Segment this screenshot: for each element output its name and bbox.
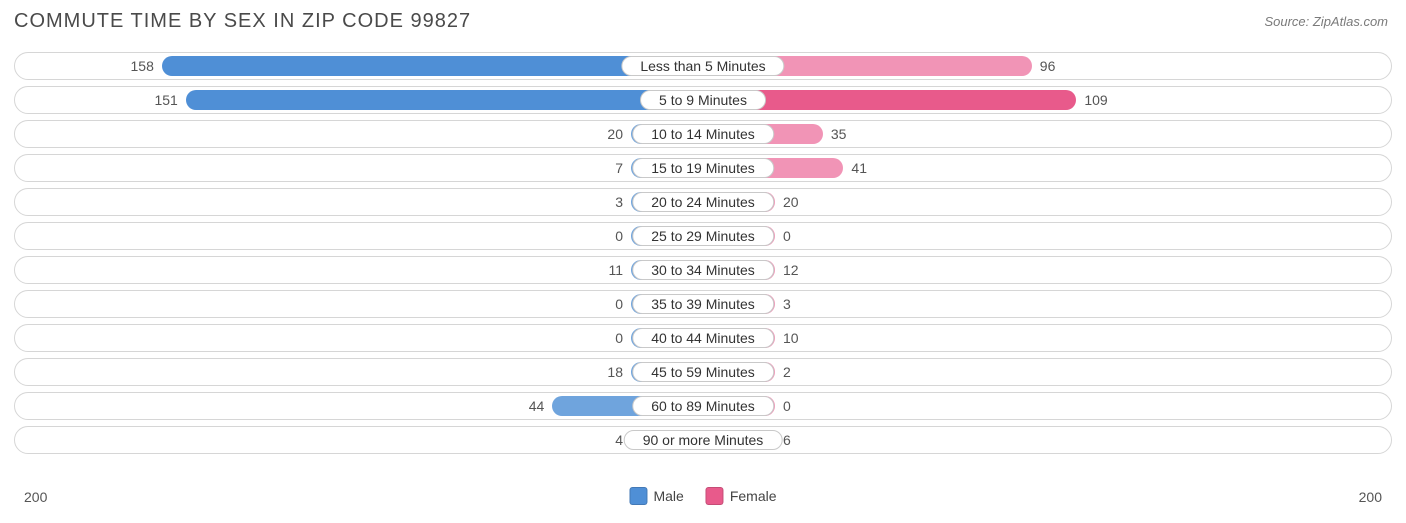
category-pill: 25 to 29 Minutes	[632, 226, 774, 246]
male-value: 20	[607, 121, 623, 147]
female-value: 0	[783, 393, 791, 419]
chart-title: COMMUTE TIME BY SEX IN ZIP CODE 99827	[14, 10, 471, 33]
female-value: 0	[783, 223, 791, 249]
category-pill: 35 to 39 Minutes	[632, 294, 774, 314]
axis-max-left: 200	[24, 489, 47, 505]
male-swatch-icon	[629, 487, 647, 505]
male-value: 44	[529, 393, 545, 419]
bar-row: 4 690 or more Minutes	[14, 426, 1392, 454]
bar-row: 11 12 30 to 34 Minutes	[14, 256, 1392, 284]
legend-item-male: Male	[629, 487, 683, 505]
female-swatch-icon	[706, 487, 724, 505]
category-pill: 10 to 14 Minutes	[632, 124, 774, 144]
female-value: 35	[831, 121, 847, 147]
female-value: 20	[783, 189, 799, 215]
bar-row: 20 35 10 to 14 Minutes	[14, 120, 1392, 148]
female-value: 41	[851, 155, 867, 181]
chart-footer: 200 200 Male Female	[14, 487, 1392, 513]
male-value: 18	[607, 359, 623, 385]
legend: Male Female	[629, 487, 776, 505]
bar-row: 158 96 Less than 5 Minutes	[14, 52, 1392, 80]
category-pill: Less than 5 Minutes	[621, 56, 784, 76]
bar-row: 3 20 20 to 24 Minutes	[14, 188, 1392, 216]
category-pill: 40 to 44 Minutes	[632, 328, 774, 348]
female-value: 6	[783, 427, 791, 453]
male-value: 151	[154, 87, 177, 113]
male-value: 0	[615, 325, 623, 351]
category-pill: 30 to 34 Minutes	[632, 260, 774, 280]
bar-row: 7 41 15 to 19 Minutes	[14, 154, 1392, 182]
category-pill: 5 to 9 Minutes	[640, 90, 766, 110]
source-attribution: Source: ZipAtlas.com	[1264, 14, 1388, 29]
category-pill: 20 to 24 Minutes	[632, 192, 774, 212]
male-value: 4	[615, 427, 623, 453]
axis-max-right: 200	[1359, 489, 1382, 505]
female-value: 109	[1084, 87, 1107, 113]
bar-row: 0 10 40 to 44 Minutes	[14, 324, 1392, 352]
category-pill: 15 to 19 Minutes	[632, 158, 774, 178]
category-pill: 90 or more Minutes	[624, 430, 783, 450]
category-pill: 60 to 89 Minutes	[632, 396, 774, 416]
legend-item-female: Female	[706, 487, 777, 505]
male-bar	[186, 90, 703, 110]
male-value: 0	[615, 291, 623, 317]
male-value: 11	[608, 257, 623, 283]
chart-area: 158 96 Less than 5 Minutes 151 109 5 to 9 Min…	[14, 52, 1392, 481]
bar-row: 44 0 60 to 89 Minutes	[14, 392, 1392, 420]
male-value: 7	[615, 155, 623, 181]
legend-label-male: Male	[653, 488, 683, 504]
female-value: 2	[783, 359, 791, 385]
male-value: 3	[615, 189, 623, 215]
category-pill: 45 to 59 Minutes	[632, 362, 774, 382]
female-value: 12	[783, 257, 799, 283]
bar-row: 151 109 5 to 9 Minutes	[14, 86, 1392, 114]
male-value: 158	[131, 53, 154, 79]
female-value: 96	[1040, 53, 1056, 79]
male-value: 0	[615, 223, 623, 249]
legend-label-female: Female	[730, 488, 777, 504]
bar-row: 18 2 45 to 59 Minutes	[14, 358, 1392, 386]
bar-row: 0 3 35 to 39 Minutes	[14, 290, 1392, 318]
female-value: 10	[783, 325, 799, 351]
female-value: 3	[783, 291, 791, 317]
bar-row: 0 0 25 to 29 Minutes	[14, 222, 1392, 250]
